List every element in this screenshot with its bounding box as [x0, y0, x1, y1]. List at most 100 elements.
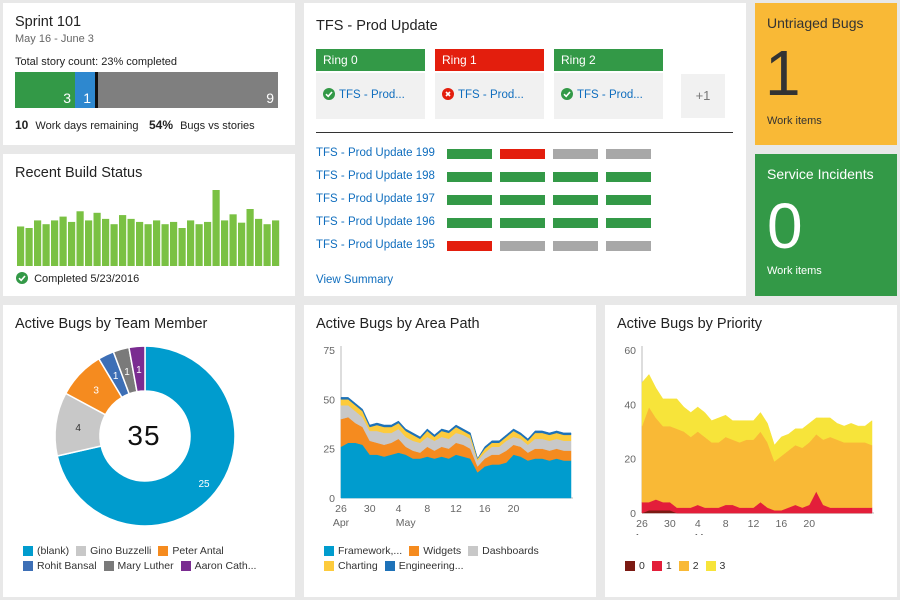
legend-item[interactable]: Mary Luther: [103, 559, 174, 573]
check-icon: [561, 88, 573, 100]
history-status-bar[interactable]: [606, 218, 651, 228]
build-bar[interactable]: [51, 220, 59, 266]
ring-release-link[interactable]: TFS - Prod...: [339, 89, 405, 101]
legend-item[interactable]: 3: [705, 559, 725, 573]
build-bar[interactable]: [34, 220, 42, 266]
ring-release-link[interactable]: TFS - Prod...: [577, 89, 643, 101]
build-bar[interactable]: [153, 220, 161, 266]
build-bar[interactable]: [161, 224, 169, 266]
build-bar[interactable]: [170, 221, 178, 266]
build-status-tile[interactable]: Recent Build Status Completed 5/23/2016: [3, 154, 295, 296]
build-bar[interactable]: [238, 222, 246, 266]
history-release-link[interactable]: TFS - Prod Update 197: [316, 193, 435, 205]
area-series[interactable]: [340, 397, 572, 460]
release-tile[interactable]: TFS - Prod Update +1 View Summary Ring 0…: [304, 3, 746, 296]
ring-header[interactable]: Ring 2: [554, 49, 663, 71]
priority-bugs-tile[interactable]: Active Bugs by Priority 0 20 40 60 26 30 4 8 12 1…: [605, 305, 897, 597]
sprint-tile[interactable]: Sprint 101 May 16 - June 3 Total story c…: [3, 3, 295, 145]
donut-slice[interactable]: [56, 345, 236, 527]
team-bugs-tile[interactable]: Active Bugs by Team Member 25 4 3 1 1 1 35 (b…: [3, 305, 295, 597]
build-bar[interactable]: [136, 221, 144, 266]
legend-item[interactable]: Charting: [324, 559, 378, 573]
legend-item[interactable]: (blank): [23, 544, 69, 558]
history-release-link[interactable]: TFS - Prod Update 198: [316, 170, 435, 182]
build-bar[interactable]: [127, 218, 135, 266]
history-status-bar[interactable]: [500, 149, 545, 159]
history-status-bar[interactable]: [447, 149, 492, 159]
history-status-bar[interactable]: [500, 195, 545, 205]
history-status-bar[interactable]: [606, 195, 651, 205]
history-status-bar[interactable]: [553, 195, 598, 205]
x-tick-label: 26: [636, 518, 648, 530]
build-bar[interactable]: [229, 214, 237, 266]
build-bar[interactable]: [263, 224, 271, 266]
build-bar[interactable]: [204, 221, 212, 266]
history-status-bar[interactable]: [447, 172, 492, 182]
legend-item[interactable]: 2: [678, 559, 699, 573]
history-status-bar[interactable]: [553, 218, 598, 228]
build-bar[interactable]: [93, 212, 101, 266]
build-bar[interactable]: [272, 220, 280, 266]
view-summary-link[interactable]: View Summary: [316, 274, 394, 286]
area-series[interactable]: [641, 374, 873, 462]
more-environments-button[interactable]: +1: [681, 74, 725, 118]
legend-label: 1: [665, 560, 672, 572]
ring-release[interactable]: TFS - Prod...: [316, 73, 425, 119]
build-bar[interactable]: [255, 218, 263, 266]
legend-item[interactable]: 1: [651, 559, 672, 573]
donut-slice-label: 4: [75, 423, 81, 434]
build-bar[interactable]: [144, 224, 152, 266]
history-release-link[interactable]: TFS - Prod Update 196: [316, 216, 435, 228]
build-bar[interactable]: [17, 226, 25, 266]
ring-release[interactable]: TFS - Prod...: [435, 73, 544, 119]
legend-item[interactable]: Peter Antal: [158, 544, 224, 558]
build-bar[interactable]: [119, 215, 127, 266]
build-bar[interactable]: [102, 218, 110, 266]
history-status-bar[interactable]: [500, 218, 545, 228]
ring-header[interactable]: Ring 1: [435, 49, 544, 71]
build-bar[interactable]: [195, 224, 203, 266]
build-bar[interactable]: [246, 209, 254, 266]
build-bar[interactable]: [85, 220, 93, 266]
donut-slice[interactable]: [128, 345, 146, 393]
service-incidents-tile[interactable]: Service Incidents 0 Work items: [755, 154, 897, 296]
build-bar[interactable]: [110, 224, 118, 266]
work-days-label: Work days remaining: [35, 120, 139, 132]
build-bar[interactable]: [221, 220, 229, 266]
history-release-link[interactable]: TFS - Prod Update 195: [316, 239, 435, 251]
history-release-link[interactable]: TFS - Prod Update 199: [316, 147, 435, 159]
history-status-bar[interactable]: [606, 172, 651, 182]
history-status-bar[interactable]: [447, 241, 492, 251]
history-status-bar[interactable]: [447, 218, 492, 228]
history-status-bar[interactable]: [447, 195, 492, 205]
build-bar[interactable]: [187, 220, 195, 266]
legend-item[interactable]: Dashboards: [468, 544, 539, 558]
history-status-bar[interactable]: [500, 241, 545, 251]
history-status-bar[interactable]: [553, 172, 598, 182]
legend-item[interactable]: Widgets: [409, 544, 461, 558]
ring-header[interactable]: Ring 0: [316, 49, 425, 71]
donut-slice-label: 1: [136, 365, 142, 376]
legend-item[interactable]: Engineering...: [384, 559, 464, 573]
build-bar[interactable]: [59, 216, 67, 266]
ring-release[interactable]: TFS - Prod...: [554, 73, 663, 119]
area-bugs-tile[interactable]: Active Bugs by Area Path 0 25 50 75 26 30 4 8 12…: [304, 305, 596, 597]
build-bar[interactable]: [212, 190, 220, 266]
untriaged-bugs-tile[interactable]: Untriaged Bugs 1 Work items: [755, 3, 897, 145]
history-status-bar[interactable]: [553, 241, 598, 251]
legend-item[interactable]: Framework,...: [324, 544, 402, 558]
history-status-bar[interactable]: [500, 172, 545, 182]
build-bar[interactable]: [178, 228, 186, 266]
build-bar[interactable]: [68, 221, 76, 266]
build-bar[interactable]: [76, 211, 84, 266]
history-status-bar[interactable]: [606, 241, 651, 251]
legend-item[interactable]: Aaron Cath...: [180, 559, 256, 573]
build-bar[interactable]: [25, 228, 33, 266]
ring-release-link[interactable]: TFS - Prod...: [458, 89, 524, 101]
legend-item[interactable]: Gino Buzzelli: [76, 544, 151, 558]
legend-item[interactable]: 0: [625, 559, 645, 573]
history-status-bar[interactable]: [553, 149, 598, 159]
history-status-bar[interactable]: [606, 149, 651, 159]
build-bar[interactable]: [42, 224, 50, 266]
legend-item[interactable]: Rohit Bansal: [23, 559, 97, 573]
